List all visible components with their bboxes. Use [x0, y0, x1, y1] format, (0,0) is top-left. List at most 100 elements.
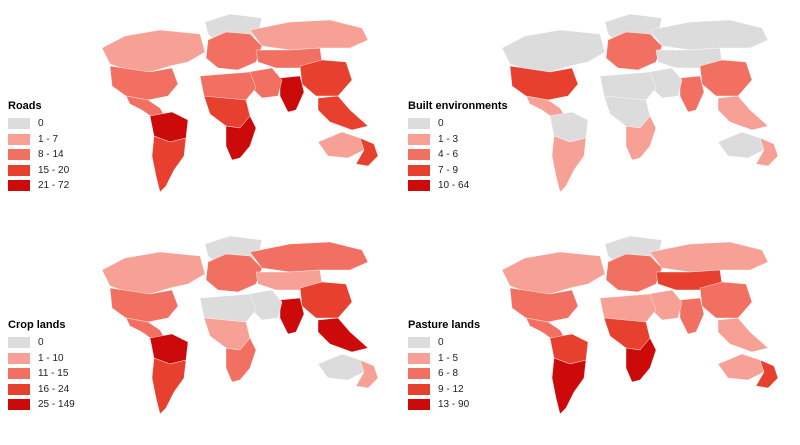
- legend-item: 1 - 3: [408, 132, 508, 148]
- legend-item: 6 - 8: [408, 366, 480, 382]
- legend-label: 6 - 8: [438, 368, 459, 380]
- legend-swatch: [408, 164, 430, 176]
- crop-region-usa: [109, 287, 179, 323]
- legend-item: 7 - 9: [408, 163, 508, 179]
- built-region-eaustralia: [755, 137, 779, 167]
- crop-panel: Crop lands 0 1 - 10 11 - 15 16 - 24 25 - 149: [0, 222, 400, 444]
- built-region-africa: [603, 95, 651, 129]
- roads-region-australia: [317, 131, 365, 159]
- legend-label: 9 - 12: [438, 383, 464, 395]
- legend-swatch: [408, 337, 430, 349]
- crop-region-australia: [317, 353, 365, 381]
- legend-swatch: [408, 352, 430, 364]
- legend-label: 1 - 10: [38, 352, 64, 364]
- legend-label: 10 - 64: [438, 180, 470, 192]
- legend-item: 0: [408, 116, 508, 132]
- legend-swatch: [8, 337, 30, 349]
- built-panel: Built environments 0 1 - 3 4 - 6 7 - 9 10 - 6…: [400, 0, 800, 222]
- legend-item: 15 - 20: [8, 163, 69, 179]
- roads-region-europe: [205, 31, 263, 71]
- pasture-region-china: [699, 281, 753, 319]
- built-region-namerica: [501, 29, 606, 73]
- crop-region-eafrica: [225, 337, 257, 383]
- built-region-russia: [649, 19, 769, 51]
- legend-swatch: [8, 383, 30, 395]
- legend-item: 21 - 72: [8, 178, 69, 194]
- legend-swatch: [408, 133, 430, 145]
- legend-swatch: [8, 399, 30, 411]
- legend-label: 8 - 14: [38, 149, 64, 161]
- crop-region-eaustralia: [355, 359, 379, 389]
- legend-item: 25 - 149: [8, 397, 75, 413]
- legend-label: 1 - 5: [438, 352, 459, 364]
- legend-item: 11 - 15: [8, 366, 75, 382]
- roads-panel: Roads 0 1 - 7 8 - 14 15 - 20 21 - 72: [0, 0, 400, 222]
- legend-label: 0: [438, 337, 444, 349]
- built-region-europe: [605, 31, 663, 71]
- legend-swatch: [8, 149, 30, 161]
- legend-label: 1 - 7: [38, 133, 59, 145]
- legend-swatch: [408, 368, 430, 380]
- legend-swatch: [408, 118, 430, 130]
- crop-legend: Crop lands 0 1 - 10 11 - 15 16 - 24 25 - 149: [8, 319, 75, 413]
- legend-label: 1 - 3: [438, 133, 459, 145]
- roads-map: [101, 13, 379, 193]
- built-region-india: [679, 75, 705, 113]
- pasture-region-india: [679, 297, 705, 335]
- roads-region-china: [299, 59, 353, 97]
- built-region-china: [699, 59, 753, 97]
- legend-swatch: [8, 164, 30, 176]
- crop-map: [101, 235, 379, 415]
- legend-swatch: [8, 180, 30, 192]
- legend-title: Roads: [8, 100, 42, 112]
- pasture-map: [501, 235, 779, 415]
- legend-title: Pasture lands: [408, 319, 481, 331]
- crop-region-europe: [205, 253, 263, 293]
- legend-label: 13 - 90: [438, 399, 470, 411]
- legend-label: 4 - 6: [438, 149, 459, 161]
- legend-swatch: [8, 133, 30, 145]
- legend-item: 0: [8, 335, 75, 351]
- crop-region-africa: [203, 317, 251, 351]
- legend-label: 21 - 72: [38, 180, 70, 192]
- legend-label: 11 - 15: [38, 368, 69, 380]
- crop-region-india: [279, 297, 305, 335]
- legend-label: 25 - 149: [38, 399, 75, 411]
- crop-region-samerica: [151, 357, 187, 415]
- pasture-legend: Pasture lands 0 1 - 5 6 - 8 9 - 12 13 - 90: [408, 319, 480, 413]
- legend-swatch: [408, 399, 430, 411]
- legend-title: Crop lands: [8, 319, 66, 331]
- roads-region-eaustralia: [355, 137, 379, 167]
- pasture-region-africa: [603, 317, 651, 351]
- pasture-region-australia: [717, 353, 765, 381]
- legend-item: 1 - 10: [8, 351, 75, 367]
- legend-item: 13 - 90: [408, 397, 480, 413]
- built-region-usa: [509, 65, 579, 101]
- pasture-region-seasia: [717, 317, 769, 353]
- legend-swatch: [8, 368, 30, 380]
- pasture-region-samerica: [551, 357, 587, 415]
- legend-item: 8 - 14: [8, 147, 69, 163]
- legend-item: 16 - 24: [8, 382, 75, 398]
- pasture-region-eaustralia: [755, 359, 779, 389]
- legend-item: 9 - 12: [408, 382, 480, 398]
- legend-item: 0: [8, 116, 69, 132]
- legend-item: 1 - 7: [8, 132, 69, 148]
- roads-region-seasia: [317, 95, 369, 131]
- built-legend: Built environments 0 1 - 3 4 - 6 7 - 9 10 - 6…: [408, 100, 508, 194]
- legend-item: 10 - 64: [408, 178, 508, 194]
- roads-region-russia: [249, 19, 369, 51]
- pasture-region-europe: [605, 253, 663, 293]
- built-region-samerica: [551, 135, 587, 193]
- roads-region-india: [279, 75, 305, 113]
- legend-label: 0: [438, 118, 444, 130]
- built-region-seasia: [717, 95, 769, 131]
- legend-item: 4 - 6: [408, 147, 508, 163]
- legend-swatch: [408, 180, 430, 192]
- legend-swatch: [8, 352, 30, 364]
- legend-item: 0: [408, 335, 480, 351]
- legend-swatch: [8, 118, 30, 130]
- roads-legend: Roads 0 1 - 7 8 - 14 15 - 20 21 - 72: [8, 100, 69, 194]
- legend-item: 1 - 5: [408, 351, 480, 367]
- crop-region-namerica: [101, 251, 206, 295]
